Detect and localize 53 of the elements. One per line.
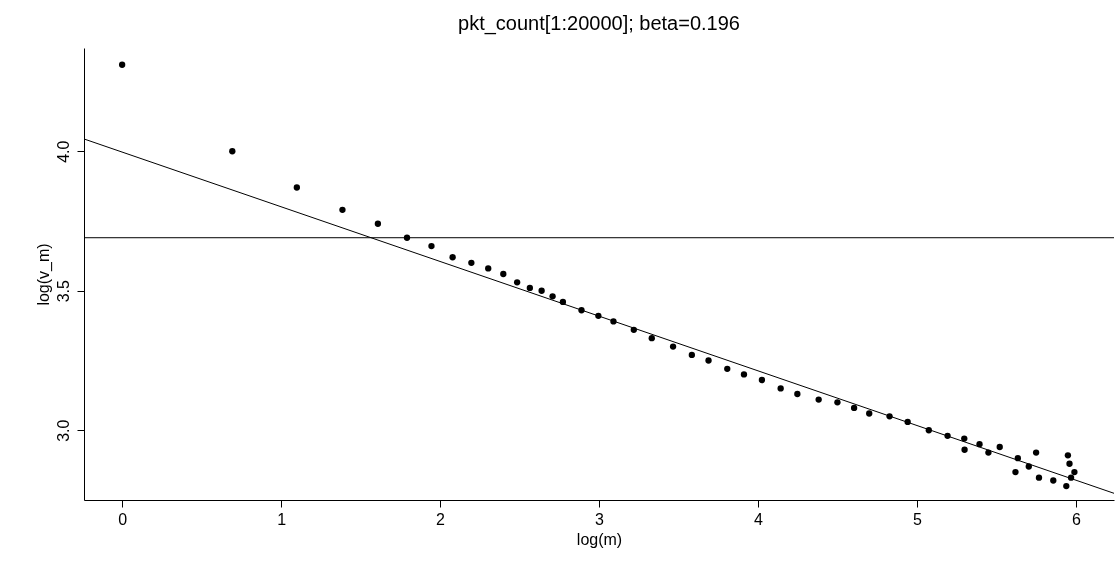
point [777,385,784,392]
point [794,390,801,398]
point [449,254,456,261]
point [648,335,655,342]
point [961,446,968,453]
point [1063,482,1070,490]
point [1066,460,1073,467]
point [229,148,236,155]
y-tick-label: 3.5 [54,280,72,303]
point [485,265,492,272]
x-tick-label: 4 [754,510,763,528]
point [758,376,766,384]
point [834,399,841,406]
point [293,184,300,191]
point [374,220,382,227]
point [669,343,677,350]
x-tick-label: 0 [118,510,128,528]
x-tick-label: 6 [1071,510,1081,528]
point [976,441,983,448]
point [1035,474,1043,481]
point [996,443,1003,451]
point [705,357,712,364]
point [850,404,858,412]
point [118,61,126,68]
point [339,206,346,213]
chart-title: pkt_count[1:20000]; beta=0.196 [458,12,740,35]
point [961,435,968,442]
point [513,279,521,286]
y-axis-title: log(v_m) [34,243,53,306]
point [688,351,695,359]
point [428,242,435,250]
point [985,449,992,456]
point [866,410,873,417]
point [468,259,475,266]
x-tick-label: 1 [277,510,287,528]
point [724,365,731,373]
x-tick-label: 5 [912,510,922,528]
y-tick-label: 3.0 [54,419,72,442]
point [549,293,556,300]
point [1050,477,1057,484]
point [1032,449,1040,456]
point [1064,452,1072,459]
x-tick-label: 3 [595,510,605,528]
point [740,371,748,378]
point [500,270,507,278]
point [538,287,545,294]
point [526,284,534,292]
x-tick-label: 2 [436,510,446,528]
y-tick-label: 4.0 [54,140,72,163]
point [815,396,822,403]
point [1012,468,1019,476]
point [1071,468,1078,476]
x-axis-title: log(m) [576,530,623,548]
